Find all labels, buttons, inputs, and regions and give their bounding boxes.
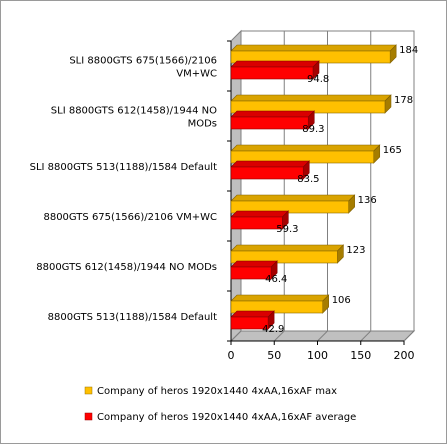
bar [230,66,314,80]
bar [230,216,283,230]
x-gridline-floor [230,330,242,342]
bar-top-face [230,60,320,68]
bar [230,300,323,314]
legend-label: Company of heros 1920x1440 4xAA,16xAF av… [97,412,356,423]
bar-top-face [230,110,315,118]
bar-top-face [230,160,310,168]
category-label: 8800GTS 612(1458)/1944 NO MODs [36,262,217,273]
x-tick-label: 150 [350,349,371,362]
data-label: 46.4 [265,274,287,285]
bar [230,200,349,214]
bar [230,166,304,180]
x-tick-label: 50 [267,349,281,362]
x-tick-label: 200 [394,349,415,362]
category-label: SLI 8800GTS 612(1458)/1944 NO [51,106,217,117]
data-label: 42.9 [262,324,284,335]
x-gridline-floor [403,330,415,342]
bar-top-face [230,310,275,318]
bar [230,250,338,264]
x-gridline-floor [317,330,328,342]
data-label: 178 [394,95,413,106]
legend-swatch [84,412,93,421]
data-label: 184 [399,45,418,56]
bar-top-face [230,144,381,152]
data-label: 123 [346,245,365,256]
category-label: MODs [188,119,217,130]
x-gridline-floor [273,330,285,342]
data-label: 59.3 [276,224,298,235]
bar [230,116,309,130]
category-label: VM+WC [176,69,217,80]
bar-top-face [230,44,397,52]
data-label: 165 [383,145,402,156]
bar-top-face [230,94,392,102]
bar-top-face [230,194,356,202]
data-label: 94.8 [307,74,329,85]
legend-label: Company of heros 1920x1440 4xAA,16xAF ma… [97,386,337,397]
category-label: SLI 8800GTS 675(1566)/2106 [69,56,217,67]
category-label: 8800GTS 513(1188)/1584 Default [48,312,217,323]
x-tick-label: 100 [307,349,328,362]
x-gridline-floor [360,330,372,342]
data-label: 89.3 [302,124,324,135]
category-label: SLI 8800GTS 513(1188)/1584 Default [30,162,217,173]
x-tick-label: 0 [228,349,235,362]
legend-swatch [84,386,93,395]
data-label: 136 [358,195,377,206]
bar [230,266,272,280]
bar-top-face [230,244,345,252]
data-label: 83.5 [297,174,319,185]
bar-top-face [230,260,278,268]
bar-top-face [230,210,290,218]
bar-top-face [230,294,330,302]
data-label: 106 [332,295,351,306]
bar [230,316,269,330]
category-label: 8800GTS 675(1566)/2106 VM+WC [43,212,217,223]
